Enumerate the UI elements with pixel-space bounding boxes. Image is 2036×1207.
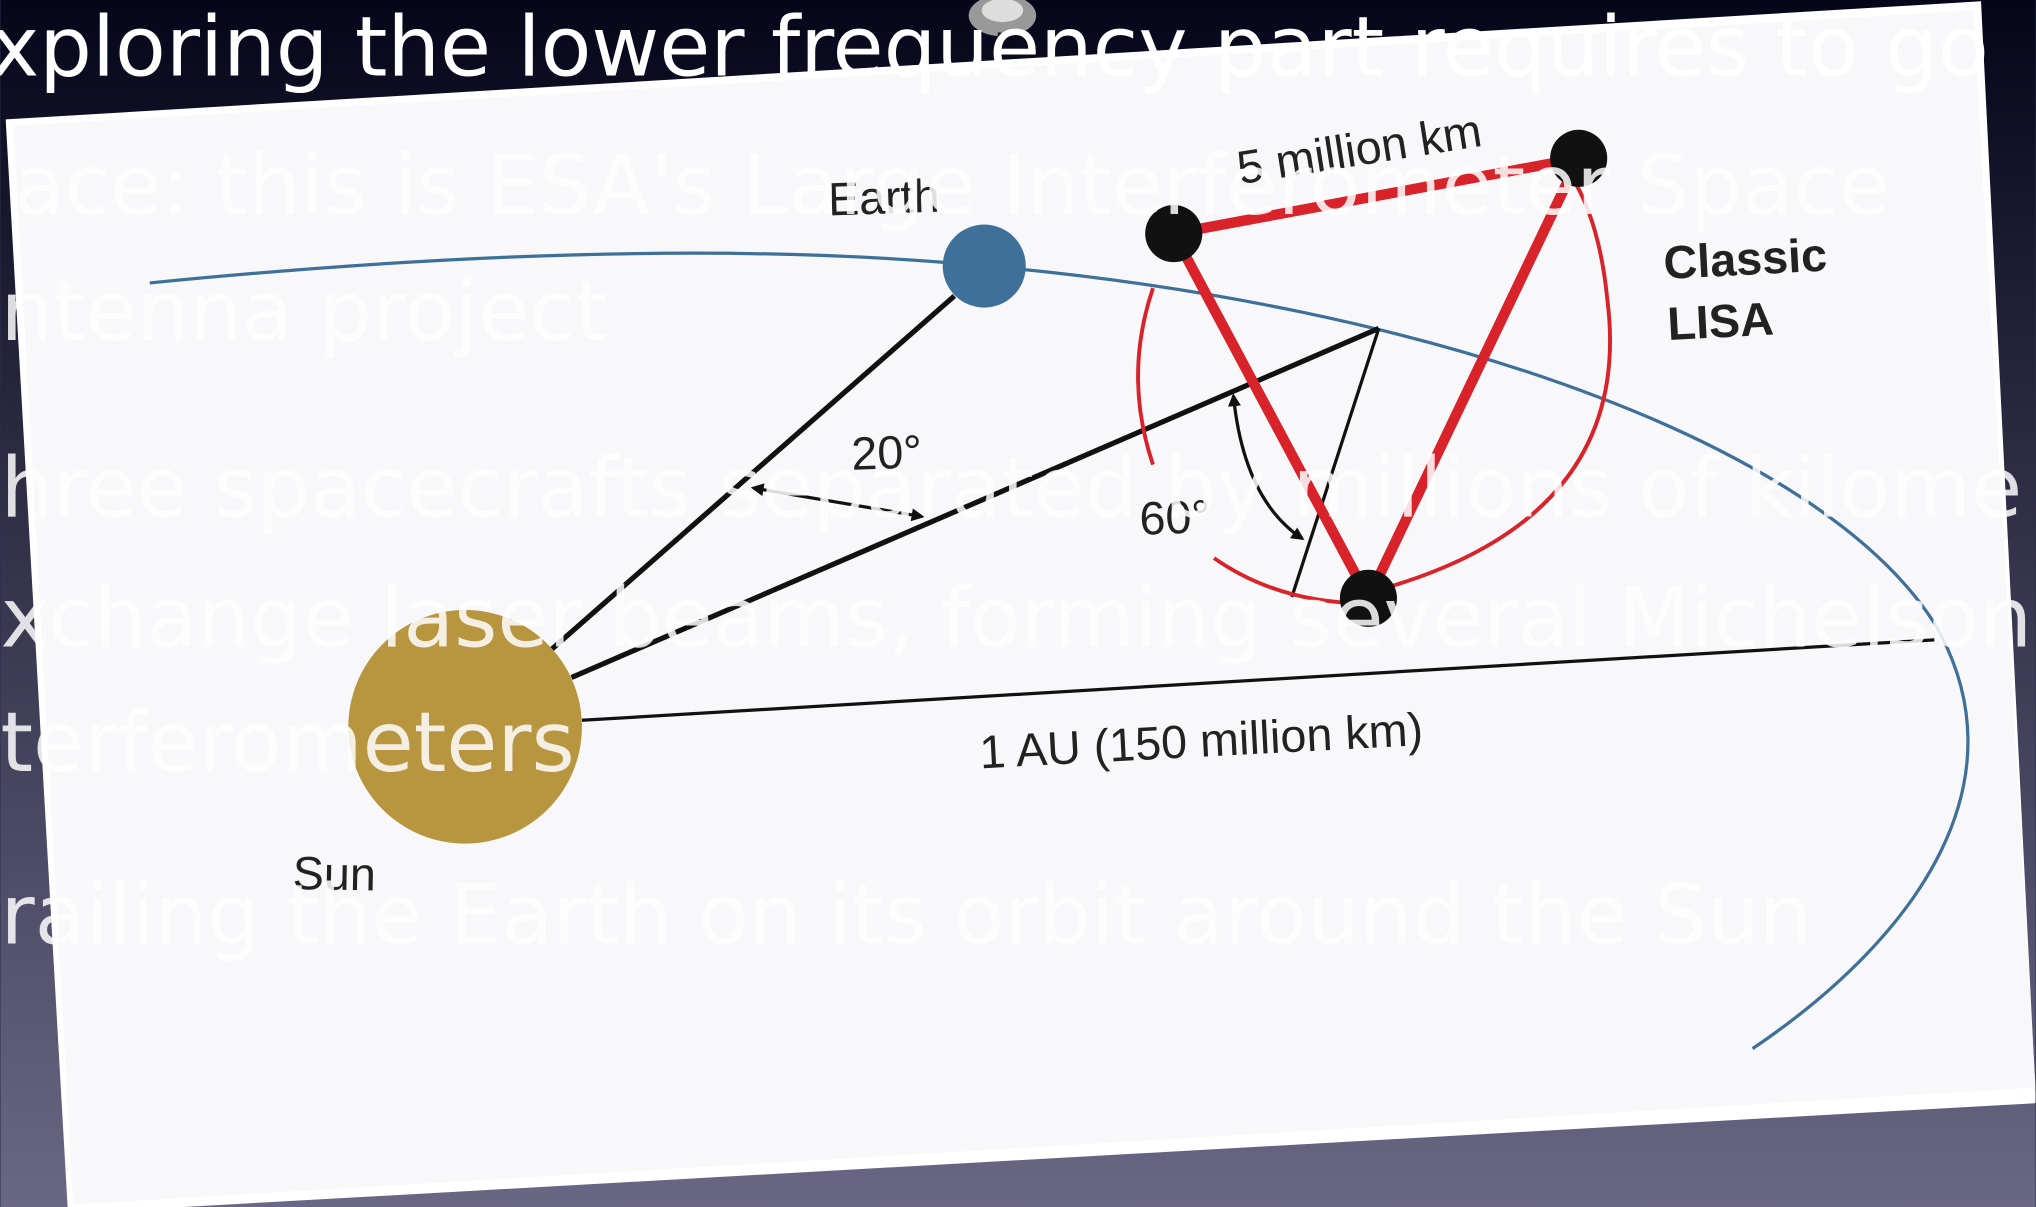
label: Earth — [827, 170, 940, 226]
slide-text: xploring the lower frequency part requir… — [0, 0, 2032, 964]
label: LISA — [1666, 293, 1775, 350]
pin — [968, 0, 1037, 55]
text-line: terferometers — [0, 694, 574, 791]
label: 60° — [1139, 490, 1211, 544]
sun — [348, 609, 582, 844]
text-line: ntenna project — [0, 263, 607, 360]
earth — [942, 224, 1026, 308]
diagram-card — [13, 10, 2036, 1205]
text-line: xchange laser beams, forming several Mic… — [0, 569, 2032, 666]
lines — [550, 293, 1935, 722]
text-line: railing the Earth on its orbit around th… — [0, 867, 1812, 964]
spacecraft — [1145, 129, 1608, 627]
text-line: xploring the lower frequency part requir… — [0, 0, 1989, 95]
text-line: hree spacecrafts separated by millions o… — [0, 440, 2022, 537]
label: 20° — [850, 425, 922, 479]
earth-orbit — [149, 251, 1970, 1051]
label: Sun — [292, 847, 376, 900]
text-line: ace: this is ESA's Large Interferometer … — [13, 137, 1889, 234]
label: Classic — [1662, 229, 1828, 289]
